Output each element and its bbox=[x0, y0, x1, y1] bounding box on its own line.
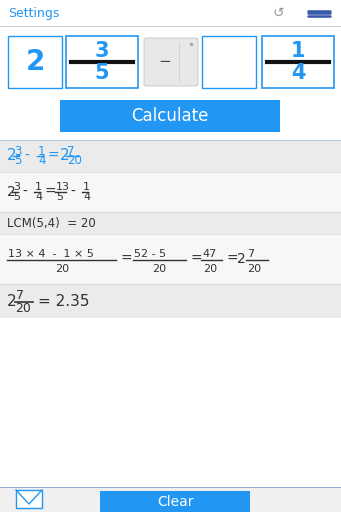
Text: 1: 1 bbox=[291, 41, 305, 61]
Text: =: = bbox=[47, 149, 59, 163]
Text: 5: 5 bbox=[95, 63, 109, 83]
Text: 4: 4 bbox=[38, 155, 46, 167]
Text: 20: 20 bbox=[247, 264, 261, 274]
Text: −: − bbox=[159, 54, 172, 70]
Text: 2: 2 bbox=[7, 148, 17, 163]
Text: 20: 20 bbox=[152, 264, 166, 274]
Text: 7: 7 bbox=[247, 249, 254, 259]
Bar bbox=[0, 212, 341, 234]
Text: 2: 2 bbox=[25, 48, 45, 76]
Text: 52 - 5: 52 - 5 bbox=[134, 249, 166, 259]
FancyBboxPatch shape bbox=[202, 36, 256, 88]
Text: =: = bbox=[226, 252, 238, 266]
Text: -: - bbox=[24, 149, 29, 163]
Bar bbox=[0, 234, 341, 284]
Text: 2: 2 bbox=[60, 148, 70, 163]
FancyBboxPatch shape bbox=[144, 38, 198, 86]
Text: =: = bbox=[120, 252, 132, 266]
Text: 20: 20 bbox=[55, 264, 69, 274]
Text: Clear: Clear bbox=[157, 495, 193, 509]
Text: 13: 13 bbox=[56, 182, 70, 193]
Text: 20: 20 bbox=[67, 155, 82, 167]
Text: Calculate: Calculate bbox=[131, 107, 209, 125]
Text: LCM(5,4)  = 20: LCM(5,4) = 20 bbox=[7, 217, 96, 229]
Text: 5: 5 bbox=[13, 192, 20, 202]
Text: ↺: ↺ bbox=[272, 6, 284, 20]
Bar bbox=[0, 487, 341, 512]
Text: 2: 2 bbox=[7, 185, 16, 199]
FancyBboxPatch shape bbox=[8, 36, 62, 88]
Bar bbox=[0, 318, 341, 487]
Text: 3: 3 bbox=[95, 41, 109, 61]
Text: -: - bbox=[70, 185, 75, 199]
FancyBboxPatch shape bbox=[60, 100, 280, 132]
Text: 5: 5 bbox=[56, 192, 63, 202]
Text: 1: 1 bbox=[38, 145, 46, 158]
Text: 7: 7 bbox=[67, 145, 75, 158]
Bar bbox=[0, 172, 341, 212]
Text: 7: 7 bbox=[16, 289, 24, 302]
Bar bbox=[0, 140, 341, 172]
Text: = 2.35: = 2.35 bbox=[38, 293, 89, 309]
Text: 4: 4 bbox=[291, 63, 305, 83]
FancyBboxPatch shape bbox=[66, 36, 138, 88]
Text: 1: 1 bbox=[83, 182, 90, 193]
Text: 3: 3 bbox=[14, 145, 21, 158]
Text: Settings: Settings bbox=[8, 7, 59, 19]
Text: 20: 20 bbox=[203, 264, 217, 274]
Text: 5: 5 bbox=[14, 155, 21, 167]
Text: 4: 4 bbox=[35, 192, 42, 202]
Text: 2: 2 bbox=[237, 252, 246, 266]
FancyBboxPatch shape bbox=[16, 490, 42, 508]
Text: 47: 47 bbox=[202, 249, 216, 259]
Text: -: - bbox=[22, 185, 27, 199]
FancyBboxPatch shape bbox=[262, 36, 334, 88]
Text: 1: 1 bbox=[35, 182, 42, 193]
Text: =: = bbox=[44, 185, 56, 199]
Bar bbox=[0, 284, 341, 318]
FancyBboxPatch shape bbox=[100, 491, 250, 512]
Text: 2: 2 bbox=[7, 293, 17, 309]
Text: 4: 4 bbox=[83, 192, 90, 202]
Text: 3: 3 bbox=[13, 182, 20, 193]
Text: 20: 20 bbox=[15, 302, 31, 314]
Text: 13 × 4  -  1 × 5: 13 × 4 - 1 × 5 bbox=[8, 249, 94, 259]
Text: =: = bbox=[190, 252, 202, 266]
